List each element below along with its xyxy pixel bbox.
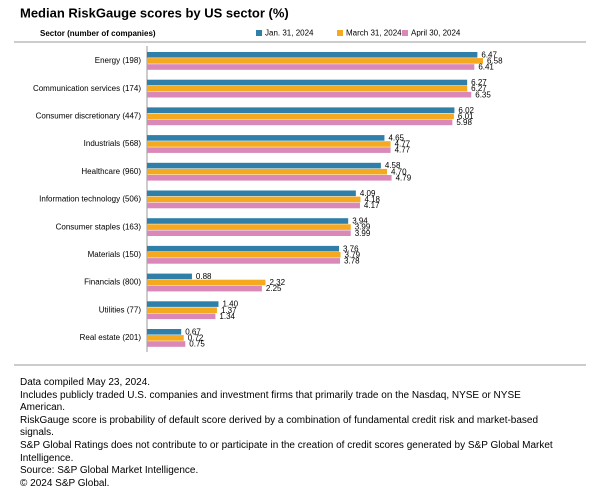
bar [147,168,387,175]
bar [147,258,341,264]
bar [147,141,391,147]
category-label: Healthcare (960) [81,167,141,176]
bar [147,313,216,320]
value-label: 1.37 [221,306,237,315]
category-label: Information technology (506) [39,195,141,204]
bar [147,285,262,292]
value-label: 0.88 [196,272,212,281]
bar [147,335,184,341]
category-label: Real estate (201) [80,333,142,342]
bar [147,301,219,307]
bar [147,190,356,197]
value-label: 5.98 [456,118,472,127]
value-label: 3.79 [345,250,361,259]
value-label: 2.25 [266,284,282,293]
bar [147,58,483,64]
legend-swatch [256,30,262,36]
chart-title: Median RiskGauge scores by US sector (%) [20,5,289,20]
bar [147,52,478,58]
category-label: Communication services (174) [33,84,141,93]
bar [147,252,341,258]
legend-label: Jan. 31, 2024 [265,29,314,38]
value-label: 4.77 [395,140,411,149]
note: © 2024 S&P Global. [20,477,110,489]
note: Data compiled May 23, 2024. [20,377,151,388]
value-label: 1.34 [219,312,235,321]
legend-swatch [402,30,408,36]
bar [147,279,266,286]
bar [147,273,192,280]
bar [147,85,468,92]
legend-swatch [337,30,343,36]
value-label: 4.70 [391,167,407,176]
legend-label: April 30, 2024 [411,29,461,38]
category-label: Financials (800) [84,278,141,287]
legend-label: March 31, 2024 [346,29,402,38]
value-label: 0.67 [185,327,201,336]
note: Source: S&P Global Market Intelligence. [20,465,199,477]
category-label: Materials (150) [88,250,142,259]
value-label: 3.99 [355,223,371,232]
value-label: 4.58 [385,161,401,170]
bar [147,135,385,141]
bar [147,162,381,169]
value-label: 3.99 [355,229,371,238]
bar [147,107,455,113]
bar [147,307,217,313]
bar [147,224,351,230]
note: Includes publicly traded U.S. companies … [20,389,521,414]
bar [147,147,391,153]
bar [147,341,186,347]
page: Median RiskGauge scores by US sector (%)… [14,5,586,489]
category-label: Industrials (568) [84,139,142,148]
value-label: 4.79 [396,173,412,182]
category-label: Utilities (77) [99,305,142,314]
category-label: Consumer staples (163) [56,222,142,231]
note: RiskGauge score is probability of defaul… [20,414,539,439]
bar [147,113,454,120]
value-label: 6.27 [471,84,487,93]
bar [147,196,361,203]
value-label: 4.77 [395,146,411,155]
note: S&P Global Ratings does not contribute t… [20,439,553,464]
value-label: 4.65 [388,134,404,143]
bar [147,119,453,126]
bar [147,245,339,252]
value-label: 6.58 [487,57,503,66]
value-label: 3.76 [343,244,359,253]
value-label: 6.35 [475,90,491,99]
value-label: 3.94 [352,217,368,226]
value-label: 1.40 [222,300,238,309]
value-label: 6.01 [458,112,474,121]
value-label: 3.78 [344,257,360,266]
category-label: Consumer discretionary (447) [36,112,142,121]
bar [147,175,392,181]
chart: Median RiskGauge scores by US sector (%)… [14,5,586,366]
bar [147,230,351,236]
value-label: 6.41 [478,63,494,72]
value-label: 6.27 [471,78,487,87]
bar [147,64,475,70]
value-label: 0.75 [189,340,205,349]
value-label: 6.02 [458,106,474,115]
notes: Data compiled May 23, 2024. Includes publ… [20,377,568,490]
bar [147,79,468,86]
value-label: 0.72 [188,334,204,343]
value-label: 4.18 [364,195,380,204]
value-label: 6.47 [481,50,497,59]
bar [147,202,360,209]
value-label: 4.17 [364,201,380,210]
category-label: Energy (198) [95,56,142,65]
bar [147,218,349,224]
value-label: 4.09 [360,189,376,198]
bar [147,91,472,98]
bar [147,329,182,335]
category-axis-label: Sector (number of companies) [40,29,156,38]
value-label: 2.32 [269,278,285,287]
